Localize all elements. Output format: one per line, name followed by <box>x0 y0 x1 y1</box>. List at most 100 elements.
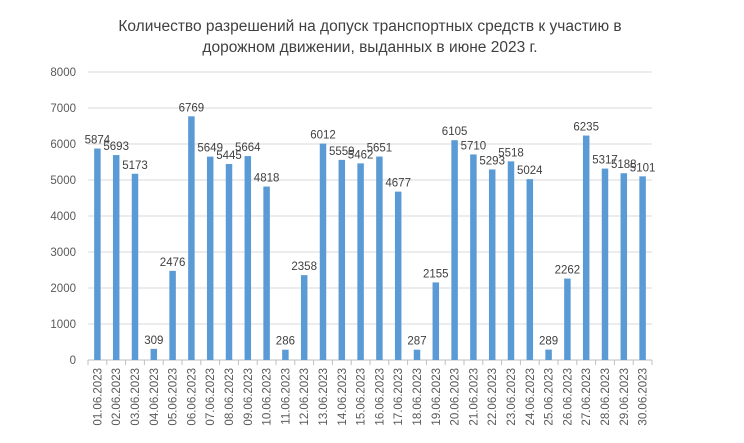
bar <box>131 173 139 360</box>
x-tick-label: 14.06.2023 <box>337 368 349 426</box>
x-tick-label: 17.06.2023 <box>393 368 405 426</box>
bar <box>545 349 552 360</box>
bar-value-label: 5024 <box>517 165 543 177</box>
bar <box>225 163 233 360</box>
x-tick-label: 06.06.2023 <box>186 368 198 426</box>
y-tick-label: 5000 <box>50 175 76 187</box>
x-tick-label: 09.06.2023 <box>243 368 255 426</box>
bar-value-label: 287 <box>407 336 426 348</box>
bar <box>300 275 308 360</box>
bar-value-label: 5649 <box>197 143 223 155</box>
bar <box>470 154 477 360</box>
bar <box>94 148 101 360</box>
bar-value-label: 5518 <box>498 147 524 159</box>
bar <box>244 156 252 360</box>
bar-value-label: 5651 <box>367 143 393 155</box>
x-tick-label: 15.06.2023 <box>356 368 368 426</box>
bar-value-label: 5293 <box>479 155 505 167</box>
x-tick-label: 13.06.2023 <box>318 368 330 426</box>
bar-value-label: 2476 <box>160 257 186 269</box>
bar <box>338 159 346 360</box>
chart-title-line-1: Количество разрешений на допуск транспор… <box>118 18 622 35</box>
bar-value-label: 6105 <box>442 126 468 138</box>
x-tick-label: 10.06.2023 <box>262 368 274 426</box>
bar <box>150 348 158 360</box>
bar <box>319 143 327 360</box>
x-tick-label: 18.06.2023 <box>412 368 424 426</box>
bar-value-label: 5559 <box>329 146 355 158</box>
x-tick-label: 11.06.2023 <box>280 368 292 425</box>
bar-value-label: 5317 <box>592 155 618 167</box>
x-tick-label: 08.06.2023 <box>224 368 236 426</box>
y-tick-label: 2000 <box>50 283 76 295</box>
bar-value-label: 5188 <box>611 159 637 171</box>
bar <box>582 135 590 360</box>
bar-value-label: 2358 <box>291 261 317 273</box>
bar-value-label: 5101 <box>630 162 656 174</box>
bar <box>526 179 534 360</box>
x-tick-label: 07.06.2023 <box>205 368 217 426</box>
x-tick-label: 04.06.2023 <box>149 368 161 426</box>
y-tick-label: 7000 <box>50 103 76 115</box>
bar <box>263 186 270 360</box>
bar-value-label: 309 <box>144 335 163 347</box>
bar <box>357 163 364 360</box>
x-tick-label: 21.06.2023 <box>468 368 480 426</box>
bar-value-label: 6769 <box>179 102 205 114</box>
y-tick-label: 0 <box>70 355 76 367</box>
bar-value-label: 289 <box>539 336 558 348</box>
bar-value-label: 2155 <box>423 268 449 280</box>
bar <box>206 156 214 360</box>
x-tick-label: 30.06.2023 <box>638 368 650 426</box>
y-axis: 0 1000 2000 3000 4000 5000 6000 7000 8000 <box>50 67 76 367</box>
bar <box>413 349 421 360</box>
bar-value-label: 2262 <box>555 265 581 277</box>
bar <box>620 173 628 360</box>
y-tick-label: 6000 <box>50 139 76 151</box>
y-tick-label: 4000 <box>50 211 76 223</box>
x-tick-label: 25.06.2023 <box>544 368 556 426</box>
bar <box>376 156 383 360</box>
bar <box>188 116 195 360</box>
bar <box>112 155 120 360</box>
x-tick-label: 22.06.2023 <box>487 368 499 426</box>
bar-value-label: 286 <box>276 336 295 348</box>
bar-value-label: 5874 <box>85 135 111 147</box>
bar <box>488 169 496 360</box>
bar-value-label: 6012 <box>310 130 336 142</box>
bar-value-label: 5693 <box>103 141 129 153</box>
bar-value-label: 5462 <box>348 149 374 161</box>
bar <box>169 270 176 360</box>
x-tick-label: 20.06.2023 <box>450 368 462 426</box>
x-axis: 01.06.2023 02.06.2023 03.06.2023 04.06.2023… <box>87 360 653 426</box>
chart-title-line-2: дорожном движении, выданных в июне 2023 … <box>202 39 538 56</box>
bar <box>432 282 440 360</box>
x-tick-label: 05.06.2023 <box>168 368 180 426</box>
bar <box>282 349 289 360</box>
bar <box>451 140 458 360</box>
bar-value-label: 6235 <box>573 122 599 134</box>
x-tick-label: 28.06.2023 <box>600 368 612 426</box>
x-tick-label: 12.06.2023 <box>299 368 311 426</box>
bar <box>564 278 571 360</box>
bar-value-label: 4818 <box>254 173 280 185</box>
bar <box>639 176 646 360</box>
bar <box>601 168 609 360</box>
x-tick-label: 03.06.2023 <box>130 368 142 426</box>
x-tick-label: 24.06.2023 <box>525 368 537 426</box>
y-tick-label: 3000 <box>50 247 76 259</box>
x-tick-label: 19.06.2023 <box>431 368 443 426</box>
y-tick-label: 1000 <box>50 319 76 331</box>
bar-value-label: 5445 <box>216 150 242 162</box>
x-tick-label: 16.06.2023 <box>374 368 386 426</box>
bars <box>94 116 646 360</box>
x-tick-label: 23.06.2023 <box>506 368 518 426</box>
x-tick-label: 02.06.2023 <box>111 368 123 426</box>
x-tick-label: 27.06.2023 <box>581 368 593 426</box>
bar <box>507 161 515 360</box>
chart-title: Количество разрешений на допуск транспор… <box>60 16 680 58</box>
y-tick-label: 8000 <box>50 67 76 79</box>
bar-value-label: 5173 <box>122 160 148 172</box>
